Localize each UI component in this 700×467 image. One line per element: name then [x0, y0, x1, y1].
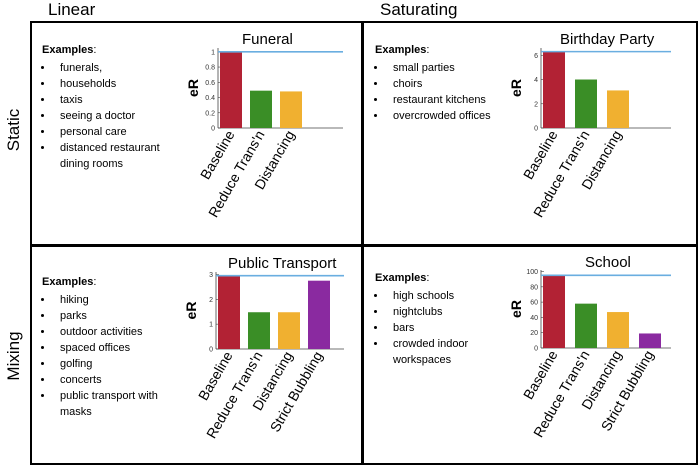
grid-left	[30, 21, 32, 465]
y-tick-label: 80	[530, 284, 538, 291]
list-item: concerts	[54, 372, 182, 388]
column-header-saturating: Saturating	[380, 0, 458, 19]
bar-distancing	[280, 91, 302, 128]
examples-mixing-linear: Examples: hiking parks outdoor activitie…	[42, 274, 182, 420]
bar-distancing	[607, 90, 629, 128]
grid-right	[696, 21, 698, 465]
y-tick-label: 3	[209, 272, 213, 279]
list-item: crowded indoor workspaces	[387, 336, 525, 368]
list-item: funerals,	[54, 60, 182, 76]
grid-middle-vertical	[361, 21, 364, 465]
y-tick-label: 0	[209, 347, 213, 354]
chart-title: Birthday Party	[560, 31, 655, 48]
examples-list: high schools nightclubs bars crowded ind…	[375, 288, 525, 368]
y-tick-label: 1	[211, 49, 215, 56]
y-tick-label: 0.8	[205, 65, 215, 72]
y-tick-label: 6	[534, 53, 538, 60]
y-tick-label: 40	[530, 315, 538, 322]
examples-static-linear: Examples: funerals, households taxis see…	[42, 42, 182, 172]
y-axis-label: eR	[183, 302, 199, 320]
bar-distancing	[607, 312, 629, 348]
bar-baseline	[218, 275, 240, 349]
list-item: spaced offices	[54, 340, 182, 356]
bar-strict-bubbling	[639, 333, 661, 348]
examples-title: Examples	[42, 44, 94, 56]
bar-reduce-trans-n	[575, 79, 597, 128]
column-header-linear: Linear	[48, 0, 96, 19]
y-tick-label: 0.6	[205, 80, 215, 87]
examples-title: Examples	[375, 44, 427, 56]
y-tick-label: 2	[534, 101, 538, 108]
y-tick-label: 20	[530, 330, 538, 337]
bar-baseline	[543, 51, 565, 128]
grid-top	[30, 21, 698, 23]
grid-middle-horizontal	[30, 244, 698, 247]
examples-colon: :	[93, 44, 97, 56]
list-item: seeing a doctor	[54, 108, 182, 124]
list-item: restaurant kitchens	[387, 92, 535, 108]
list-item: distanced restaurant dining rooms	[54, 140, 182, 172]
y-tick-label: 0	[534, 126, 538, 133]
y-axis-label: eR	[185, 79, 201, 97]
y-tick-label: 1	[209, 322, 213, 329]
y-tick-label: 0	[534, 346, 538, 353]
y-tick-label: 0.2	[205, 110, 215, 117]
chart-title: Public Transport	[228, 255, 337, 272]
grid-bottom	[30, 463, 698, 465]
list-item: personal care	[54, 124, 182, 140]
list-item: high schools	[387, 288, 525, 304]
y-axis-label: eR	[508, 300, 524, 318]
y-axis-label: eR	[508, 79, 524, 97]
examples-title: Examples	[375, 272, 427, 284]
y-tick-label: 100	[526, 269, 538, 276]
list-item: small parties	[387, 60, 535, 76]
row-header-mixing: Mixing	[4, 331, 23, 381]
bar-reduce-trans-n	[575, 303, 597, 348]
examples-static-saturating: Examples: small parties choirs restauran…	[375, 42, 535, 124]
y-tick-label: 0	[211, 126, 215, 133]
list-item: golfing	[54, 356, 182, 372]
chart-title: Funeral	[242, 31, 293, 48]
list-item: choirs	[387, 76, 535, 92]
list-item: bars	[387, 320, 525, 336]
examples-list: hiking parks outdoor activities spaced o…	[42, 292, 182, 420]
list-item: overcrowded offices	[387, 108, 535, 124]
examples-list: funerals, households taxis seeing a doct…	[42, 60, 182, 172]
examples-title: Examples	[42, 276, 94, 288]
list-item: taxis	[54, 92, 182, 108]
list-item: public transport with masks	[54, 388, 182, 420]
bar-reduce-trans-n	[250, 90, 272, 128]
list-item: outdoor activities	[54, 324, 182, 340]
examples-mixing-saturating: Examples: high schools nightclubs bars c…	[375, 270, 525, 368]
chart-title: School	[585, 254, 631, 271]
y-tick-label: 4	[534, 77, 538, 84]
bar-baseline	[543, 275, 565, 348]
list-item: parks	[54, 308, 182, 324]
bar-strict-bubbling	[308, 280, 330, 349]
list-item: hiking	[54, 292, 182, 308]
row-header-static: Static	[4, 108, 23, 152]
examples-list: small parties choirs restaurant kitchens…	[375, 60, 535, 124]
y-tick-label: 60	[530, 300, 538, 307]
bar-baseline	[220, 51, 242, 128]
y-tick-label: 0.4	[205, 95, 215, 102]
examples-colon: :	[93, 276, 97, 288]
bar-reduce-trans-n	[248, 312, 270, 349]
examples-colon: :	[426, 272, 430, 284]
list-item: households	[54, 76, 182, 92]
y-tick-label: 2	[209, 297, 213, 304]
examples-colon: :	[426, 44, 430, 56]
bar-distancing	[278, 312, 300, 349]
list-item: nightclubs	[387, 304, 525, 320]
